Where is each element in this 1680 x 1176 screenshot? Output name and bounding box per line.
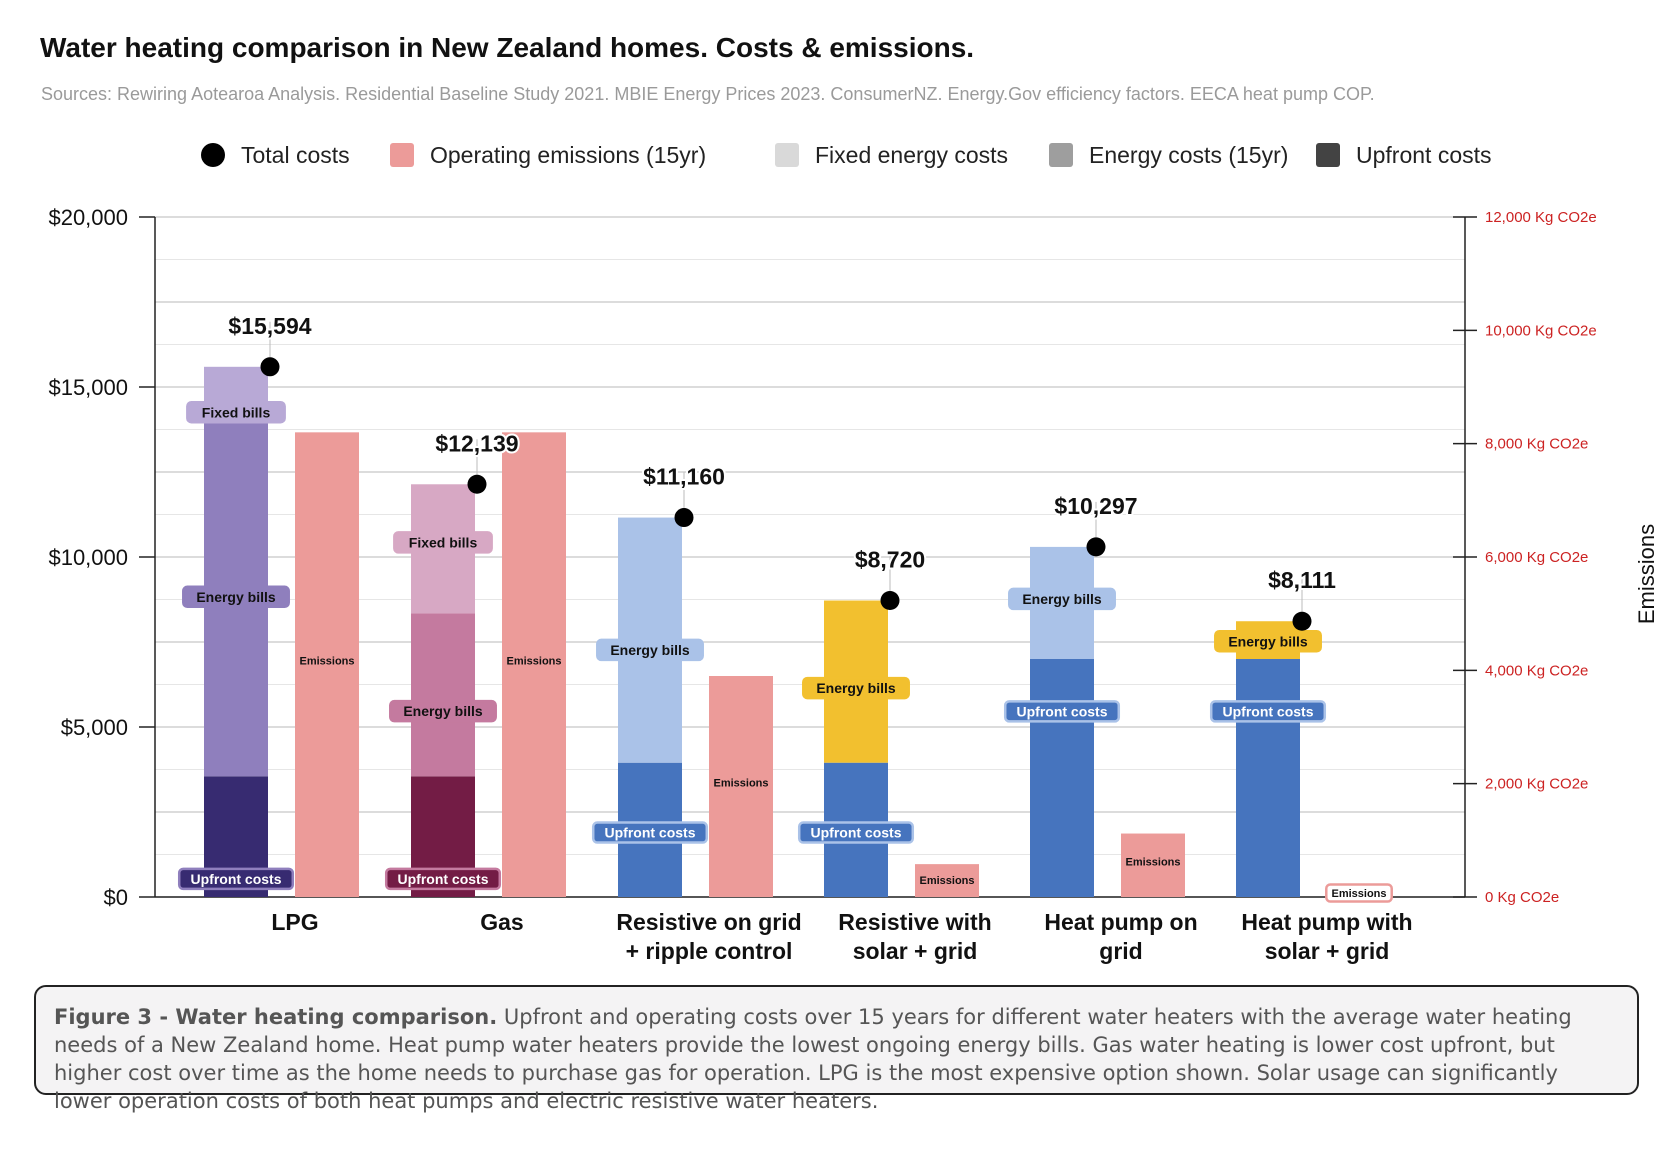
bar-operating-emissions-3: [915, 864, 979, 897]
legend-marker-total-costs: [201, 143, 225, 167]
right-tick-label: 6,000 Kg CO2e: [1485, 549, 1588, 566]
bar-label-energy-5-chip: [1214, 629, 1322, 653]
bar-label-emissions-2: Emissions: [713, 778, 768, 790]
bar-operating-emissions-2: [709, 676, 773, 897]
total-marker-3: [880, 591, 900, 611]
bar-label-energy-2-chip: [596, 638, 704, 662]
category-label-2: Resistive on grid: [616, 909, 801, 935]
legend-label-1: Operating emissions (15yr): [430, 142, 706, 168]
bar-operating-emissions-1: [502, 432, 566, 897]
legend-swatch-2: [775, 143, 799, 167]
right-tick-label: 2,000 Kg CO2e: [1485, 776, 1588, 793]
total-marker-4: [1086, 537, 1106, 557]
left-tick-label: $10,000: [48, 545, 128, 570]
legend-label-4: Upfront costs: [1356, 142, 1492, 168]
bar-label-upfront-0: Upfront costs: [191, 871, 282, 887]
bar-label-emissions-5: Emissions: [1331, 888, 1386, 900]
bar-label-upfront-2: Upfront costs: [605, 825, 696, 841]
right-axis-title: Emissions: [1634, 524, 1659, 624]
left-tick-label: $0: [104, 885, 128, 910]
right-tick-label: 10,000 Kg CO2e: [1485, 322, 1597, 339]
category-label-3: Resistive with: [838, 909, 991, 935]
bar-label-upfront-0-chip: [177, 867, 295, 891]
left-tick-label: $5,000: [61, 715, 128, 740]
legend-swatch-1: [390, 143, 414, 167]
category-label-2: + ripple control: [626, 938, 793, 964]
left-tick-label: $15,000: [48, 375, 128, 400]
category-label-3: solar + grid: [853, 938, 978, 964]
legend-label-0: Total costs: [241, 142, 350, 168]
right-tick-label: 12,000 Kg CO2e: [1485, 209, 1597, 226]
bar-label-upfront-4-chip: [1003, 700, 1121, 723]
bar-label-emissions-5-chip: [1325, 883, 1393, 903]
bar-upfront-costs-4: [1030, 659, 1094, 897]
bar-label-energy-5: Energy bills: [1228, 633, 1308, 649]
legend-swatch-3: [1049, 143, 1073, 167]
right-tick-label: 0 Kg CO2e: [1485, 889, 1559, 906]
total-label-2: $11,160: [643, 464, 725, 490]
figure-caption: Figure 3 - Water heating comparison. Upf…: [34, 985, 1639, 1113]
bar-upfront-costs-5: [1236, 659, 1300, 897]
chart-subtitle: Sources: Rewiring Aotearoa Analysis. Res…: [41, 84, 1375, 104]
category-label-4: grid: [1099, 938, 1142, 964]
right-tick-label: 8,000 Kg CO2e: [1485, 436, 1588, 453]
labels: Upfront costs Energy bills Fixed bills Emis…: [177, 311, 1393, 903]
category-label-5: solar + grid: [1265, 938, 1390, 964]
bar-energy-costs-15yr--1: [411, 613, 475, 777]
bar-label-upfront-3-chip: [797, 821, 915, 844]
category-label-0: LPG: [271, 909, 318, 935]
total-label-0: $15,594: [228, 313, 311, 339]
bar-label-upfront-5-chip: [1209, 700, 1327, 723]
total-label-4: $10,297: [1054, 493, 1137, 519]
bar-label-fixed-1-chip: [393, 531, 493, 554]
legend-label-3: Energy costs (15yr): [1089, 142, 1288, 168]
category-label-4: Heat pump on: [1044, 909, 1197, 935]
bar-label-emissions-3: Emissions: [919, 875, 974, 887]
chart-title: Water heating comparison in New Zealand …: [40, 32, 975, 63]
bar-label-emissions-1: Emissions: [506, 656, 561, 668]
bar-label-energy-1: Energy bills: [403, 703, 483, 719]
bar-label-energy-0: Energy bills: [196, 589, 276, 605]
bar-label-upfront-2-chip: [591, 821, 709, 844]
bar-label-emissions-4: Emissions: [1125, 856, 1180, 868]
bar-label-energy-3: Energy bills: [816, 680, 896, 696]
bar-label-energy-2: Energy bills: [610, 642, 690, 658]
caption-text: Upfront and operating costs over 15 year…: [54, 1005, 1572, 1113]
legend: Total costs Operating emissions (15yr) Fix…: [201, 142, 1492, 168]
bars: [204, 366, 1391, 897]
bar-label-upfront-5: Upfront costs: [1223, 703, 1314, 719]
bar-operating-emissions-4: [1121, 833, 1185, 897]
bar-label-emissions-0: Emissions: [299, 656, 354, 668]
bar-label-energy-4: Energy bills: [1022, 591, 1102, 607]
caption-lead: Figure 3 - Water heating comparison.: [54, 1005, 498, 1029]
bar-label-fixed-0-chip: [186, 400, 286, 424]
right-tick-label: 4,000 Kg CO2e: [1485, 662, 1588, 679]
total-label-3: $8,720: [855, 547, 925, 573]
legend-label-2: Fixed energy costs: [815, 142, 1008, 168]
total-marker-0: [260, 357, 280, 377]
bar-label-energy-0-chip: [182, 585, 290, 609]
bar-label-upfront-4: Upfront costs: [1017, 703, 1108, 719]
bar-label-energy-3-chip: [802, 676, 910, 700]
bar-label-fixed-1: Fixed bills: [409, 534, 478, 550]
bar-operating-emissions-0: [295, 432, 359, 897]
chart-svg: Total costs Operating emissions (15yr) Fix…: [48, 142, 1659, 964]
total-marker-5: [1292, 611, 1312, 631]
bar-label-energy-4-chip: [1008, 587, 1116, 611]
bar-label-energy-1-chip: [389, 699, 497, 723]
total-label-5: $8,111: [1268, 567, 1336, 593]
category-label-1: Gas: [480, 909, 523, 935]
bar-label-fixed-0: Fixed bills: [202, 404, 271, 420]
bar-label-upfront-1-chip: [384, 867, 502, 891]
total-label-1: $12,139: [435, 430, 518, 456]
legend-swatch-4: [1316, 143, 1340, 167]
left-tick-label: $20,000: [48, 205, 128, 230]
bar-label-upfront-3: Upfront costs: [811, 825, 902, 841]
category-label-5: Heat pump with: [1241, 909, 1412, 935]
bar-label-upfront-1: Upfront costs: [398, 871, 489, 887]
total-marker-2: [674, 508, 694, 528]
total-marker-1: [467, 474, 487, 494]
